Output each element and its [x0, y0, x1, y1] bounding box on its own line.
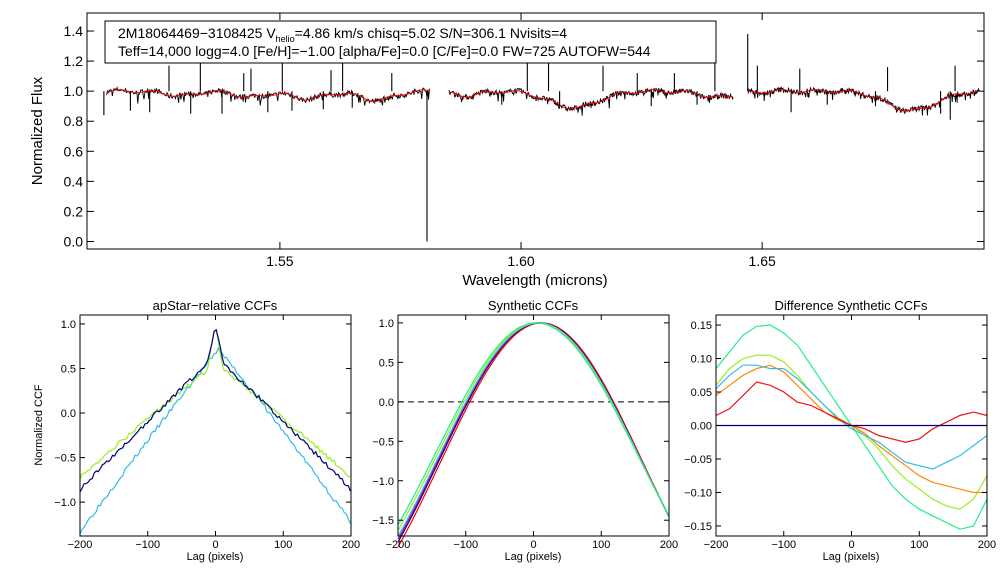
- vhelio-symbol: V: [266, 25, 276, 41]
- spectrum-panel: 1.55 1.60 1.65 0.0 0.2 0.4 0.6 0.8 1.0 1.2 1.4 2M1…: [29, 12, 985, 289]
- y-tick-label: −0.05: [684, 454, 712, 466]
- apstar-ccf-axes: −200 −100 0 100 200 −1.0 −0.5 0.0 0.5 1.0: [54, 315, 360, 551]
- difference-ccf-panel: Difference Synthetic CCFs −200 −100 0 100 20…: [684, 298, 996, 563]
- y-tick-label: −0.5: [372, 436, 394, 448]
- info-line-2: Teff=14,000 logg=4.0 [Fe/H]=−1.00 [alpha…: [118, 43, 651, 59]
- difference-ccf-lines: [715, 324, 988, 530]
- info-box: [104, 20, 717, 64]
- y-tick-label: −0.10: [684, 487, 712, 499]
- x-tick-label: 0: [212, 539, 218, 551]
- y-tick-label: 0.8: [64, 113, 84, 129]
- x-tick-label: −100: [453, 539, 478, 551]
- vhelio-subscript: helio: [276, 34, 295, 44]
- x-tick-label: 1.60: [507, 253, 534, 269]
- y-tick-label: −1.0: [372, 476, 394, 488]
- model-spectrum-chip-2: [448, 89, 734, 110]
- x-tick-label: 100: [592, 539, 610, 551]
- y-tick-label: 1.2: [64, 53, 84, 69]
- y-tick-label: 0.4: [64, 173, 84, 189]
- apstar-ccf-frame: [79, 314, 352, 537]
- synthetic-ccf-x-label: Lag (pixels): [505, 551, 562, 563]
- y-tick-label: 0.15: [691, 320, 712, 332]
- x-tick-label: −100: [135, 539, 160, 551]
- observed-spectrum-chip-3: [747, 86, 980, 116]
- ccf-series-green: [397, 322, 670, 526]
- star-id: 2M18064469−3108425: [118, 25, 263, 41]
- x-tick-label: −200: [386, 539, 411, 551]
- ccf-series-yellowgreen: [397, 322, 670, 531]
- y-tick-label: −0.15: [684, 521, 712, 533]
- apstar-ccf-title: apStar−relative CCFs: [153, 298, 278, 313]
- apstar-ccf-y-label: Normalized CCF: [33, 384, 45, 466]
- synthetic-ccf-frame: [397, 314, 670, 537]
- synthetic-ccf-lines: [397, 322, 670, 548]
- difference-ccf-frame: [715, 314, 988, 537]
- ccf-series-green: [79, 328, 351, 480]
- x-tick-label: 200: [342, 539, 360, 551]
- x-tick-label: 0: [848, 539, 854, 551]
- apstar-ccf-lines: [79, 328, 351, 535]
- y-tick-label: 1.0: [64, 83, 84, 99]
- spectrum-x-axis-label: Wavelength (microns): [462, 272, 607, 289]
- x-tick-label: −200: [68, 539, 93, 551]
- difference-ccf-x-label: Lag (pixels): [823, 551, 880, 563]
- y-tick-label: 0.5: [61, 363, 76, 375]
- y-tick-label: 0.10: [691, 354, 712, 366]
- y-tick-label: 1.4: [64, 23, 84, 39]
- ccf-series-red: [715, 381, 988, 443]
- y-tick-label: 0.05: [691, 387, 712, 399]
- spectrum-axes: 1.55 1.60 1.65 0.0 0.2 0.4 0.6 0.8 1.0 1.2 1.4: [64, 13, 984, 269]
- spectrum-frame: [86, 12, 985, 250]
- x-tick-label: 100: [910, 539, 928, 551]
- ccf-series-navy: [79, 328, 351, 493]
- ccf-series-cyan: [715, 364, 988, 470]
- difference-ccf-title: Difference Synthetic CCFs: [775, 298, 928, 313]
- ccf-series-cyan: [79, 346, 351, 535]
- x-tick-label: −100: [771, 539, 796, 551]
- y-tick-label: −0.5: [54, 453, 76, 465]
- apstar-ccf-x-label: Lag (pixels): [187, 551, 244, 563]
- y-tick-label: 0.6: [64, 143, 84, 159]
- star-stats: =4.86 km/s chisq=5.02 S/N=306.1 Nvisits=…: [295, 25, 568, 41]
- ccf-series-cyan: [397, 322, 670, 537]
- y-tick-label: 0.2: [64, 203, 84, 219]
- synthetic-ccf-panel: Synthetic CCFs −200 −100 0 100 200 −1.5 −1.0 −0…: [372, 298, 678, 563]
- y-tick-label: 0.00: [691, 421, 712, 433]
- apstar-ccf-panel: apStar−relative CCFs −200 −100 0 100 200 −1.0…: [33, 298, 360, 563]
- info-line-1: 2M18064469−3108425 Vhelio=4.86 km/s chis…: [118, 25, 567, 44]
- y-tick-label: 0.0: [61, 408, 76, 420]
- observed-spectrum-chip-2: [448, 87, 734, 116]
- x-tick-label: 100: [274, 539, 292, 551]
- y-tick-label: 0.5: [379, 357, 394, 369]
- y-tick-label: 1.0: [379, 318, 394, 330]
- y-tick-label: −1.0: [54, 497, 76, 509]
- y-tick-label: 0.0: [64, 233, 84, 249]
- y-tick-label: −1.5: [372, 515, 394, 527]
- x-tick-label: 200: [660, 539, 678, 551]
- x-tick-label: −200: [704, 539, 729, 551]
- x-tick-label: 0: [530, 539, 536, 551]
- spectrum-lines: [103, 31, 980, 242]
- x-tick-label: 1.65: [749, 253, 776, 269]
- x-tick-label: 1.55: [266, 253, 293, 269]
- spectrum-y-axis-label: Normalized Flux: [29, 76, 46, 185]
- x-tick-label: 200: [978, 539, 996, 551]
- synthetic-ccf-title: Synthetic CCFs: [488, 298, 579, 313]
- y-tick-label: 0.0: [379, 397, 394, 409]
- y-tick-label: 1.0: [61, 319, 76, 331]
- synthetic-ccf-axes: −200 −100 0 100 200 −1.5 −1.0 −0.5 0.0 0.5 1.0: [372, 315, 678, 551]
